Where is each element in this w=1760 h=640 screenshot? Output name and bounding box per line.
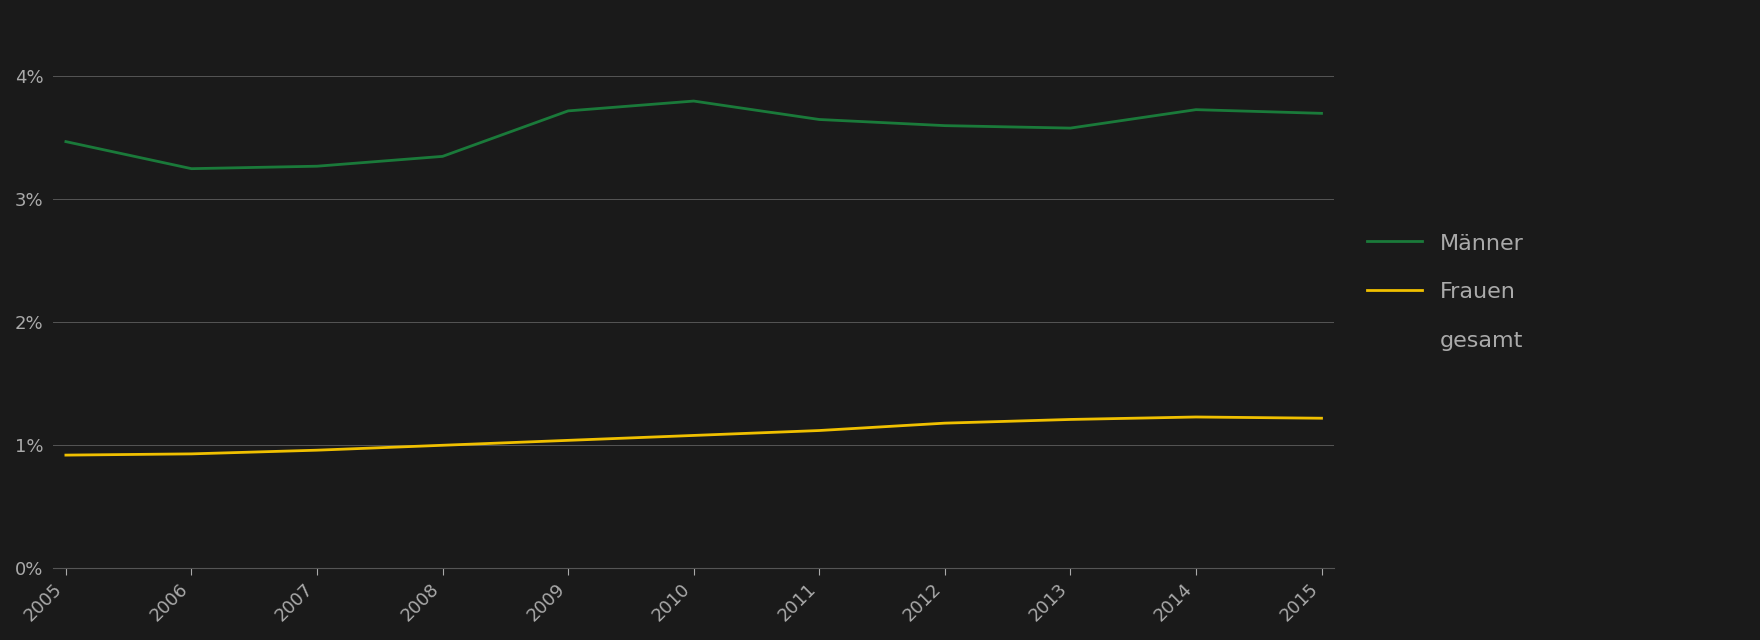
Legend: Männer, Frauen, gesamt: Männer, Frauen, gesamt bbox=[1359, 224, 1533, 360]
